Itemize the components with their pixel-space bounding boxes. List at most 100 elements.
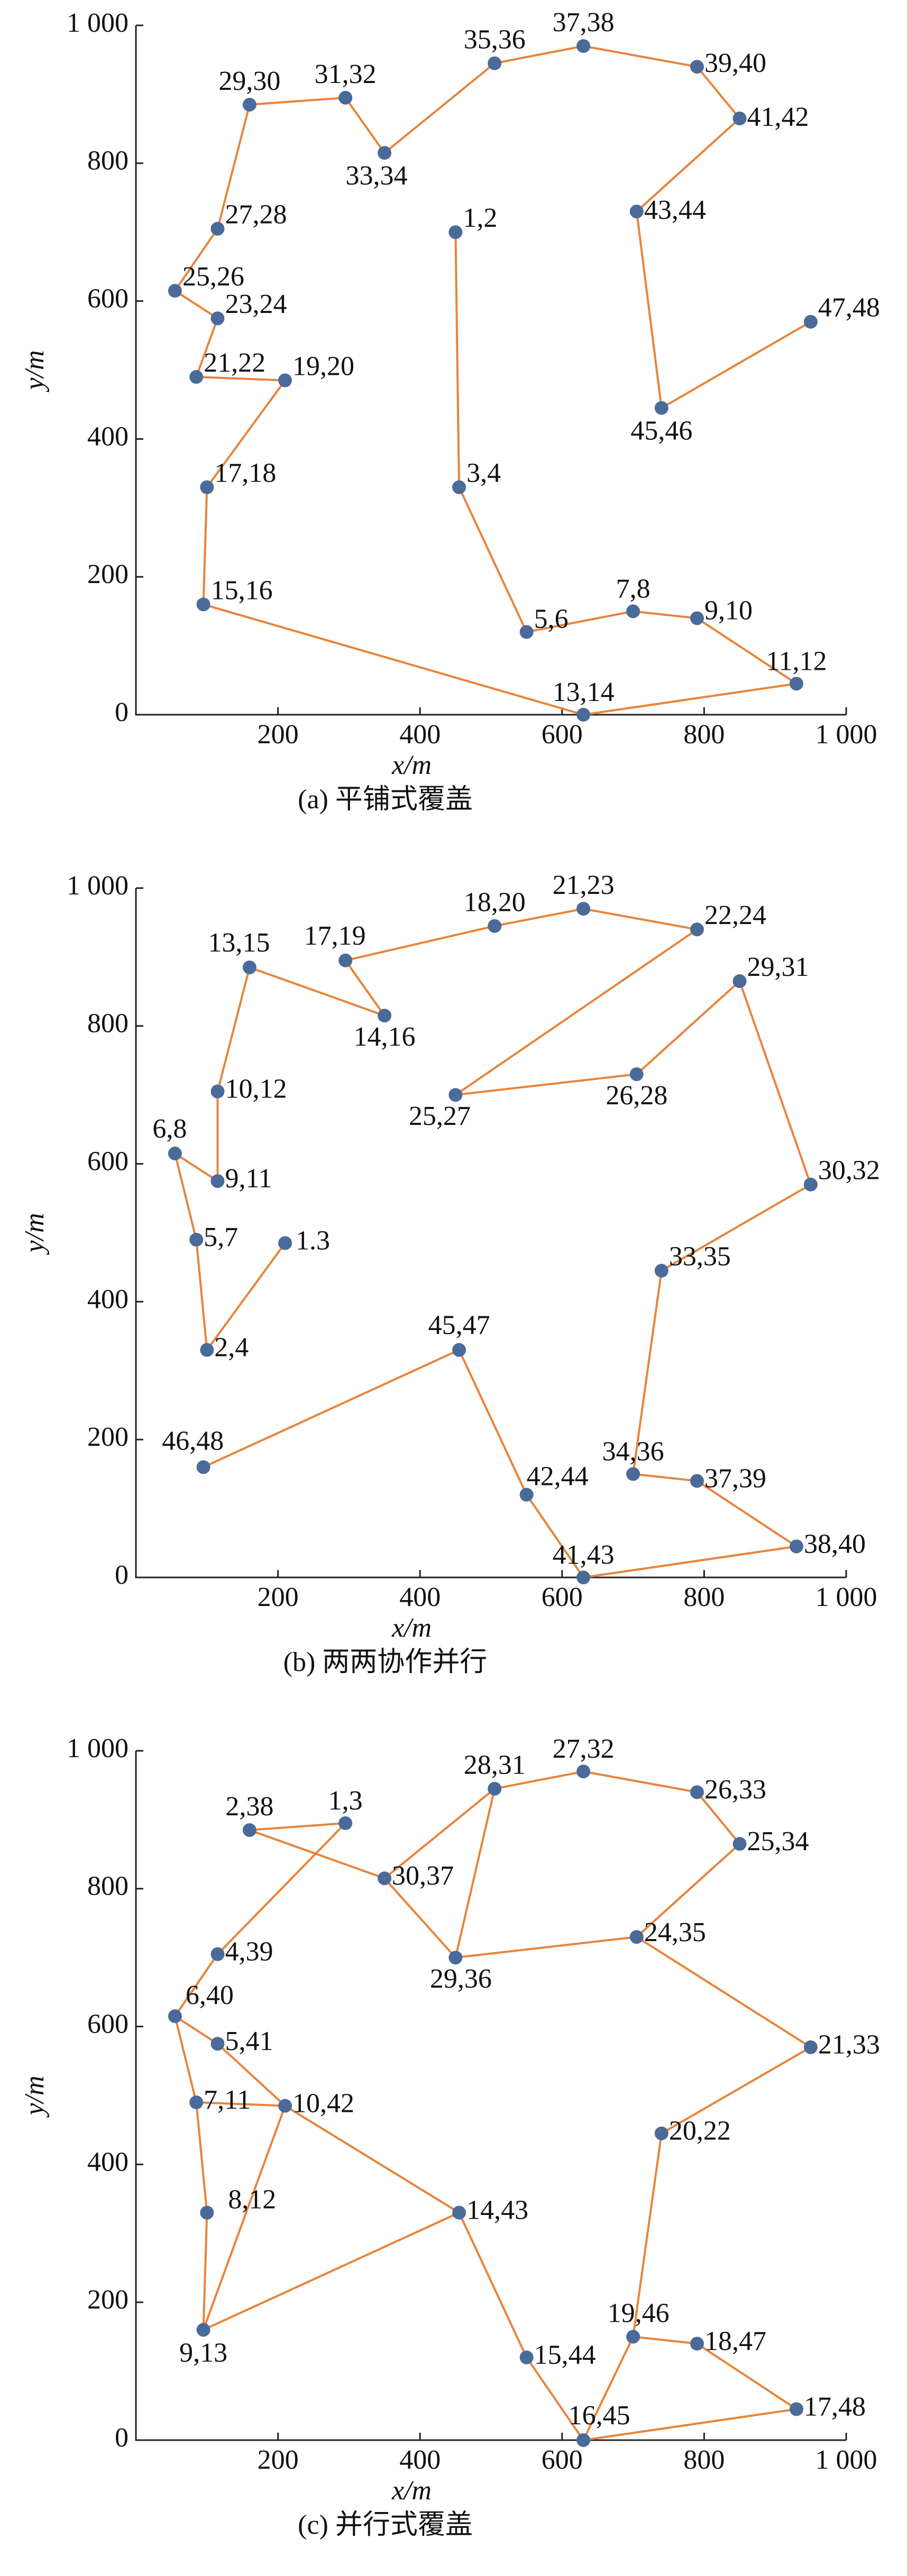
point-label: 41,42: [747, 102, 809, 132]
point-label: 37,39: [704, 1463, 766, 1493]
waypoint: [488, 56, 502, 70]
route-line: [173, 45, 811, 716]
point-label: 20,22: [669, 2116, 731, 2146]
waypoint: [196, 2323, 210, 2337]
point-label: 21,22: [204, 348, 265, 378]
y-tick-label: 1 000: [67, 871, 129, 901]
point-label: 5,6: [534, 604, 569, 634]
caption: (a) 平铺式覆盖: [298, 784, 473, 815]
caption: (c) 并行式覆盖: [298, 2510, 473, 2540]
point-label: 38,40: [804, 1529, 866, 1559]
point-label: 33,34: [346, 161, 408, 191]
point-label: 7,11: [204, 2085, 251, 2115]
panel: 0 200 400 600 800 1 000 200 400 600 800 1 000 x/m y/…: [20, 7, 880, 815]
waypoint: [488, 919, 502, 933]
x-tick-label: 200: [258, 719, 299, 750]
waypoint: [690, 60, 704, 74]
waypoint: [519, 1488, 534, 1502]
point-label: 42,44: [527, 1461, 589, 1491]
waypoint: [200, 1343, 214, 1357]
waypoint: [452, 480, 466, 494]
waypoint: [242, 97, 256, 112]
x-axis-label: x/m: [391, 2476, 432, 2506]
point-label: 34,36: [602, 1436, 664, 1466]
waypoint: [378, 1009, 392, 1023]
point-label: 21,23: [553, 870, 615, 900]
point-label: 46,48: [162, 1426, 224, 1456]
point-label: 1.3: [296, 1225, 330, 1255]
point-label: 25,26: [182, 262, 244, 292]
point-label: 17,18: [214, 458, 276, 488]
waypoint: [789, 2402, 803, 2416]
y-tick-label: 400: [87, 421, 129, 451]
y-tick-label: 800: [87, 146, 129, 176]
waypoint: [576, 708, 591, 722]
point-label: 15,16: [211, 575, 273, 605]
x-tick-label: 200: [258, 1582, 299, 1612]
route-line: [173, 908, 812, 1579]
waypoint: [803, 2040, 818, 2054]
x-tick-label: 400: [399, 1582, 441, 1612]
point-label: 13,14: [553, 677, 615, 707]
point-label: 18,20: [464, 888, 526, 918]
waypoint: [654, 1263, 668, 1278]
y-tick-label: 400: [87, 2147, 129, 2177]
point-label: 5,7: [204, 1222, 238, 1252]
waypoint: [338, 953, 353, 967]
point-label: 25,34: [747, 1826, 809, 1857]
point-label: 7,8: [616, 574, 651, 604]
point-label: 41,43: [553, 1540, 615, 1570]
waypoint: [189, 2095, 204, 2110]
waypoint: [448, 225, 463, 239]
x-axis-label: x/m: [391, 1613, 432, 1643]
x-tick-label: 600: [542, 2445, 583, 2475]
y-tick-label: 0: [115, 697, 129, 727]
y-tick-label: 800: [87, 1871, 129, 1901]
point-label: 17,19: [304, 921, 366, 951]
waypoint: [629, 1067, 644, 1082]
point-label: 27,28: [225, 200, 287, 230]
point-label: 15,44: [534, 2340, 596, 2370]
y-tick-label: 0: [115, 1560, 129, 1590]
waypoint: [626, 2330, 640, 2344]
waypoint: [732, 1837, 747, 1851]
waypoint: [654, 401, 668, 415]
waypoint: [200, 2205, 214, 2220]
point-label: 33,35: [669, 1242, 731, 1272]
point-label: 30,32: [818, 1156, 880, 1186]
waypoint: [210, 1947, 225, 1961]
waypoint: [629, 205, 644, 219]
waypoint: [196, 597, 210, 612]
waypoint: [242, 960, 256, 974]
waypoint: [378, 1871, 392, 1886]
waypoint: [519, 2350, 534, 2365]
point-label: 27,32: [553, 1734, 615, 1764]
waypoint: [278, 2099, 292, 2113]
x-tick-label: 400: [399, 719, 441, 750]
x-tick-label: 600: [542, 719, 583, 750]
x-tick-label: 200: [258, 2445, 299, 2475]
point-label: 1,3: [328, 1786, 363, 1816]
point-label: 8,12: [228, 2185, 276, 2215]
waypoint: [378, 146, 392, 160]
waypoint: [278, 373, 292, 387]
waypoint: [576, 2433, 591, 2447]
point-label: 37,38: [553, 7, 615, 38]
point-label: 29,31: [747, 952, 809, 982]
caption: (b) 两两协作并行: [283, 1647, 488, 1677]
point-label: 10,42: [292, 2088, 354, 2118]
waypoint: [576, 1571, 591, 1584]
point-label: 9,10: [704, 595, 753, 625]
waypoint: [168, 1147, 182, 1161]
waypoint: [519, 625, 534, 639]
point-label: 39,40: [704, 48, 766, 78]
waypoint: [732, 974, 747, 989]
y-tick-label: 800: [87, 1009, 129, 1039]
waypoint: [210, 2037, 225, 2051]
waypoint: [576, 1765, 591, 1779]
y-tick-label: 400: [87, 1284, 129, 1314]
y-tick-label: 1 000: [67, 8, 129, 38]
waypoint: [210, 311, 225, 326]
point-label: 14,16: [354, 1022, 416, 1052]
x-tick-label: 400: [399, 2445, 441, 2475]
